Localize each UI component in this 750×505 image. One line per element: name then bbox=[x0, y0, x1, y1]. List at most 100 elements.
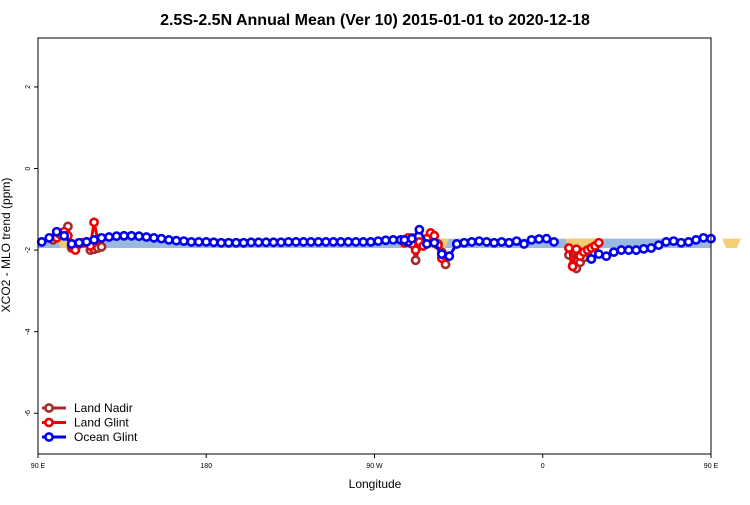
data-point-ocean-glint bbox=[358, 237, 369, 247]
data-point-ocean-glint bbox=[201, 237, 212, 247]
data-point-ocean-glint bbox=[504, 237, 514, 248]
data-point-ocean-glint bbox=[291, 237, 301, 247]
legend-label-ocean-glint: Ocean Glint bbox=[74, 430, 138, 444]
data-point-ocean-glint bbox=[111, 231, 122, 242]
series-ocean-glint bbox=[36, 224, 716, 264]
data-point-ocean-glint bbox=[238, 237, 249, 248]
data-point-ocean-glint bbox=[549, 237, 559, 247]
x-tick-label: 90 W bbox=[366, 463, 383, 470]
data-point-ocean-glint bbox=[459, 237, 470, 248]
data-point-ocean-glint bbox=[261, 237, 271, 248]
legend-marker-ocean-glint bbox=[44, 432, 54, 442]
legend-label-land-glint: Land Glint bbox=[74, 416, 129, 430]
data-point-ocean-glint bbox=[414, 224, 425, 235]
y-tick-label: -2 bbox=[25, 247, 32, 253]
data-point-ocean-glint bbox=[466, 237, 477, 247]
data-point-ocean-glint bbox=[698, 232, 709, 243]
legend-marker-land-glint bbox=[44, 417, 54, 428]
data-point-ocean-glint bbox=[36, 237, 47, 247]
y-axis-label: XCO2 - MLO trend (ppm) bbox=[0, 178, 13, 313]
data-point-ocean-glint bbox=[406, 233, 417, 244]
data-point-ocean-glint bbox=[380, 235, 391, 246]
data-point-ocean-glint bbox=[608, 247, 619, 258]
y-tick-label: 0 bbox=[25, 166, 32, 170]
data-point-ocean-glint bbox=[616, 245, 627, 255]
data-point-ocean-glint bbox=[253, 237, 264, 248]
data-point-ocean-glint bbox=[74, 237, 85, 248]
data-point-ocean-glint bbox=[246, 237, 257, 248]
data-point-ocean-glint bbox=[343, 237, 354, 247]
data-point-ocean-glint bbox=[328, 237, 339, 247]
data-point-land-glint bbox=[593, 237, 604, 248]
data-point-ocean-glint bbox=[171, 235, 182, 246]
data-point-ocean-glint bbox=[586, 254, 597, 264]
data-point-ocean-glint bbox=[313, 237, 324, 247]
data-point-ocean-glint bbox=[676, 237, 686, 248]
legend-marker-land-nadir bbox=[44, 403, 54, 413]
x-axis-label: Longitude bbox=[349, 477, 402, 491]
series-layer bbox=[36, 217, 716, 274]
data-point-ocean-glint bbox=[216, 237, 227, 248]
data-point-land-nadir bbox=[410, 255, 421, 266]
data-point-ocean-glint bbox=[223, 237, 234, 248]
data-point-ocean-glint bbox=[653, 240, 664, 251]
data-point-ocean-glint bbox=[283, 237, 294, 247]
data-point-ocean-glint bbox=[638, 243, 649, 254]
data-point-ocean-glint bbox=[388, 234, 399, 245]
y-tick-label: -6 bbox=[25, 410, 32, 416]
y-tick-label: -4 bbox=[25, 328, 32, 334]
data-point-ocean-glint bbox=[96, 232, 107, 243]
data-point-ocean-glint bbox=[163, 234, 174, 245]
data-point-ocean-glint bbox=[89, 234, 99, 245]
data-point-ocean-glint bbox=[59, 230, 70, 241]
data-point-land-glint bbox=[564, 243, 574, 253]
data-point-ocean-glint bbox=[496, 237, 507, 247]
data-point-ocean-glint bbox=[350, 237, 361, 247]
data-point-ocean-glint bbox=[429, 237, 440, 248]
data-point-ocean-glint bbox=[119, 230, 129, 241]
data-point-ocean-glint bbox=[81, 237, 92, 247]
data-point-ocean-glint bbox=[526, 234, 537, 245]
data-point-ocean-glint bbox=[231, 237, 242, 248]
data-point-ocean-glint bbox=[298, 237, 309, 247]
data-point-ocean-glint bbox=[141, 232, 152, 242]
data-point-ocean-glint bbox=[51, 226, 62, 237]
data-point-ocean-glint bbox=[668, 236, 679, 247]
x-tick-label: 0 bbox=[541, 463, 545, 470]
data-point-ocean-glint bbox=[444, 251, 455, 262]
data-point-ocean-glint bbox=[335, 237, 346, 247]
data-point-ocean-glint bbox=[593, 249, 604, 260]
data-point-ocean-glint bbox=[631, 245, 642, 255]
data-point-ocean-glint bbox=[156, 233, 167, 244]
y-axis: 2 0 -2 -4 -6 bbox=[25, 85, 38, 416]
data-point-ocean-glint bbox=[149, 232, 159, 243]
data-point-ocean-glint bbox=[451, 239, 462, 249]
data-point-ocean-glint bbox=[519, 239, 529, 249]
data-point-ocean-glint bbox=[691, 234, 701, 245]
data-point-ocean-glint bbox=[489, 237, 500, 248]
x-tick-label: 90 E bbox=[31, 463, 46, 470]
data-point-ocean-glint bbox=[178, 236, 189, 247]
data-point-ocean-glint bbox=[623, 245, 634, 255]
data-point-ocean-glint bbox=[534, 234, 544, 244]
y-tick-label: 2 bbox=[25, 85, 32, 89]
data-point-ocean-glint bbox=[44, 232, 55, 243]
data-point-ocean-glint bbox=[208, 237, 219, 248]
data-point-ocean-glint bbox=[134, 231, 144, 242]
data-point-ocean-glint bbox=[436, 249, 447, 260]
data-point-ocean-glint bbox=[373, 236, 384, 247]
data-point-ocean-glint bbox=[646, 243, 657, 253]
data-point-ocean-glint bbox=[481, 237, 492, 247]
x-tick-label: 90 E bbox=[704, 463, 719, 470]
data-point-ocean-glint bbox=[104, 232, 114, 242]
legend-label-land-nadir: Land Nadir bbox=[74, 401, 133, 415]
data-point-ocean-glint bbox=[661, 237, 672, 247]
data-point-ocean-glint bbox=[421, 239, 432, 249]
data-point-ocean-glint bbox=[126, 230, 137, 241]
data-point-ocean-glint bbox=[186, 237, 197, 247]
data-point-land-glint bbox=[567, 261, 578, 272]
data-point-ocean-glint bbox=[66, 239, 77, 249]
